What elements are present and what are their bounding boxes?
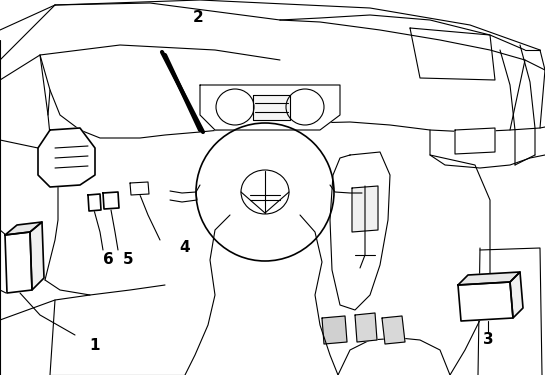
Polygon shape <box>5 232 32 293</box>
Polygon shape <box>458 272 520 285</box>
Polygon shape <box>410 28 495 80</box>
Polygon shape <box>30 222 44 290</box>
Polygon shape <box>130 182 149 195</box>
Text: 1: 1 <box>90 338 100 352</box>
Polygon shape <box>458 282 513 321</box>
Polygon shape <box>352 186 378 232</box>
Polygon shape <box>382 316 405 344</box>
Text: 4: 4 <box>180 240 190 255</box>
Polygon shape <box>322 316 347 344</box>
Polygon shape <box>200 85 340 130</box>
Text: 6: 6 <box>102 252 113 267</box>
Polygon shape <box>330 152 390 310</box>
Text: 5: 5 <box>123 252 134 267</box>
Text: 2: 2 <box>192 10 203 26</box>
Polygon shape <box>88 194 101 211</box>
Polygon shape <box>38 128 95 187</box>
Polygon shape <box>355 313 377 342</box>
Polygon shape <box>253 95 290 120</box>
Polygon shape <box>103 192 119 209</box>
Polygon shape <box>455 128 495 154</box>
Text: 3: 3 <box>483 333 493 348</box>
Polygon shape <box>5 222 42 235</box>
Polygon shape <box>510 272 523 318</box>
